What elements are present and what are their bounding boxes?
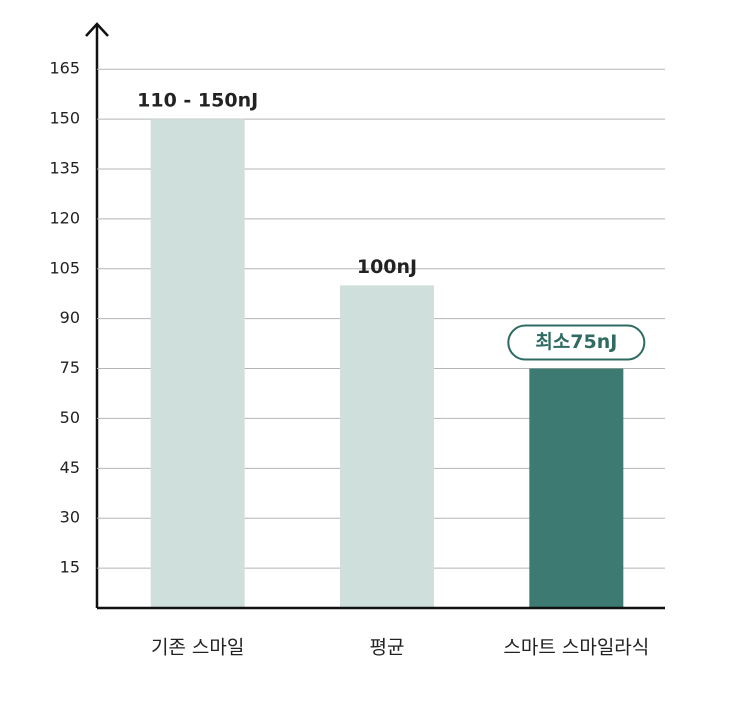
value-label: 최소75nJ: [535, 331, 617, 353]
y-tick-label: 15: [60, 558, 80, 577]
y-tick-label: 30: [60, 508, 80, 527]
value-label: 110 - 150nJ: [137, 90, 258, 112]
x-tick-label: 평균: [370, 637, 405, 659]
bar: [150, 119, 245, 609]
y-tick-label: 135: [49, 159, 80, 178]
y-tick-label: 120: [49, 208, 80, 227]
y-tick-label: 105: [49, 258, 80, 277]
bar: [529, 368, 624, 608]
x-tick-label: 스마트 스마일라식: [503, 637, 649, 659]
y-tick-label: 165: [49, 59, 80, 78]
x-tick-label: 기존 스마일: [151, 637, 244, 659]
value-label-pill: [507, 324, 646, 361]
bar: [340, 285, 434, 608]
y-tick-label: 45: [60, 458, 80, 477]
y-axis-arrow: [85, 22, 109, 37]
y-tick-label: 75: [60, 358, 80, 377]
y-tick-label: 50: [60, 408, 80, 427]
y-tick-label: 150: [49, 109, 80, 128]
value-label: 100nJ: [357, 256, 417, 278]
y-tick-label: 90: [60, 308, 80, 327]
